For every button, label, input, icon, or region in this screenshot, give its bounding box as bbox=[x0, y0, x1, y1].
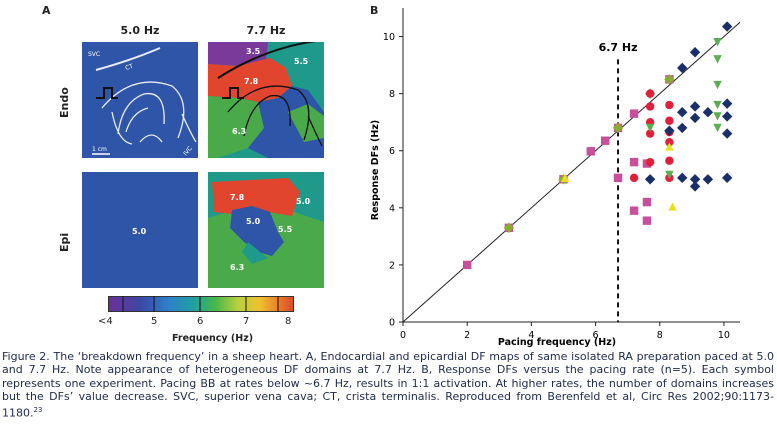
scatter-chart: 0 2 4 6 8 10 0 2 4 6 8 10 Pacing frequency (Hz) Res… bbox=[370, 8, 741, 348]
experiment-5-point bbox=[721, 172, 733, 184]
endo77-label-3: 7.8 bbox=[244, 77, 259, 86]
epi77-label-2: 5.0 bbox=[296, 197, 311, 206]
experiment-4-point bbox=[665, 170, 674, 180]
experiment-1-point bbox=[613, 173, 623, 183]
experiment-1-point bbox=[629, 206, 639, 215]
experiment-3-point bbox=[665, 116, 674, 125]
experiment-3-point bbox=[645, 102, 655, 111]
endo77-label-4: 6.3 bbox=[232, 127, 246, 136]
endo5-label-ivc: IVC bbox=[182, 145, 194, 157]
figure-caption: Figure 2. The ‘breakdown frequency’ in a… bbox=[2, 350, 774, 420]
x-tick-label: 8 bbox=[657, 330, 663, 341]
experiment-6-point bbox=[668, 202, 677, 211]
experiment-2-point bbox=[664, 74, 675, 85]
experiment-3-point bbox=[645, 89, 655, 98]
endo5-label-scale: 1 cm bbox=[92, 146, 107, 153]
experiment-5-point bbox=[677, 172, 688, 184]
experiment-1-point bbox=[586, 147, 595, 156]
experiment-5-point bbox=[644, 174, 656, 185]
epi77-label-1: 7.8 bbox=[230, 193, 245, 202]
experiment-2-point bbox=[612, 122, 624, 134]
experiment-5-point bbox=[702, 106, 714, 118]
experiment-4-point bbox=[713, 123, 722, 133]
experiment-3-point bbox=[665, 100, 674, 110]
map-endo-77hz: 3.5 5.5 7.8 6.3 bbox=[208, 42, 324, 158]
panel-b-letter: B bbox=[370, 4, 379, 17]
endo5-label-svc: SVC bbox=[88, 51, 100, 58]
caption-text: Figure 2. The ‘breakdown frequency’ in a… bbox=[2, 350, 774, 420]
endo77-label-2: 5.5 bbox=[294, 57, 309, 66]
x-tick-label: 6 bbox=[593, 330, 599, 341]
x-tick-label: 10 bbox=[718, 330, 730, 341]
experiment-3-point bbox=[665, 137, 674, 147]
experiment-3-point bbox=[665, 156, 674, 165]
colorbar-tick-5: 8 bbox=[285, 316, 292, 327]
map-epi-5hz: 5.0 bbox=[82, 172, 198, 288]
experiment-6-point bbox=[560, 173, 570, 183]
col-title-77hz: 7.7 Hz bbox=[246, 24, 286, 37]
chart-y-label: Response DFs (Hz) bbox=[370, 120, 381, 220]
experiment-1-point bbox=[629, 157, 639, 167]
panel-a-letter: A bbox=[42, 4, 51, 17]
experiment-1-point bbox=[601, 136, 610, 145]
experiment-5-point bbox=[664, 125, 675, 136]
row-label-endo: Endo bbox=[58, 87, 71, 118]
chart-annotation: 6.7 Hz bbox=[599, 41, 638, 54]
epi5-label-1: 5.0 bbox=[132, 227, 147, 236]
experiment-5-point bbox=[721, 128, 733, 139]
colorbar-tick-1: <4 bbox=[98, 316, 113, 327]
experiment-5-point bbox=[689, 101, 701, 112]
endo5-label-ct: CT bbox=[124, 63, 134, 72]
experiment-5-point bbox=[689, 112, 701, 124]
experiment-5-point bbox=[689, 174, 701, 185]
row-label-epi: Epi bbox=[58, 232, 71, 252]
experiment-5-point bbox=[721, 98, 733, 109]
colorbar-ticks bbox=[122, 296, 279, 312]
y-tick-label: 10 bbox=[383, 32, 395, 43]
experiment-4-point bbox=[713, 80, 722, 90]
col-title-5hz: 5.0 Hz bbox=[120, 24, 160, 37]
experiment-6-point bbox=[665, 142, 674, 151]
experiment-1-point bbox=[462, 260, 472, 270]
experiment-5-point bbox=[677, 62, 688, 74]
y-tick-label: 6 bbox=[389, 146, 395, 157]
x-tick-label: 0 bbox=[400, 330, 406, 341]
experiment-4-point bbox=[645, 123, 655, 133]
x-tick-label: 2 bbox=[464, 330, 470, 341]
experiment-3-point bbox=[629, 173, 639, 183]
y-tick-label: 0 bbox=[389, 318, 395, 329]
colorbar-tick-2: 5 bbox=[151, 316, 158, 327]
experiment-5-point bbox=[721, 111, 733, 122]
experiment-5-point bbox=[677, 122, 688, 134]
y-tick-label: 2 bbox=[389, 260, 395, 271]
experiment-5-point bbox=[677, 106, 688, 118]
experiment-4-point bbox=[713, 55, 722, 64]
chart-x-label: Pacing frequency (Hz) bbox=[498, 337, 616, 348]
experiment-5-point bbox=[689, 47, 701, 58]
experiment-4-point bbox=[713, 100, 722, 110]
x-tick-label: 4 bbox=[528, 330, 534, 341]
experiment-1-point bbox=[642, 216, 652, 225]
experiment-5-point bbox=[702, 174, 714, 185]
experiment-1-point bbox=[629, 109, 639, 118]
colorbar-tick-4: 7 bbox=[243, 316, 250, 327]
epi77-label-3: 5.0 bbox=[246, 217, 261, 226]
experiment-3-point bbox=[645, 129, 655, 138]
experiment-4-point bbox=[713, 112, 722, 121]
experiment-1-point bbox=[642, 197, 652, 207]
y-tick-label: 8 bbox=[389, 89, 395, 100]
caption-ref: 23 bbox=[33, 405, 43, 414]
colorbar-tick-3: 6 bbox=[197, 316, 204, 327]
experiment-5-point bbox=[689, 181, 701, 192]
y-tick-label: 4 bbox=[389, 203, 395, 214]
experiment-4-point bbox=[713, 38, 722, 47]
experiment-3-point bbox=[645, 157, 655, 167]
colorbar-label: Frequency (Hz) bbox=[172, 333, 254, 344]
map-endo-5hz: SVC CT 1 cm IVC bbox=[82, 42, 198, 158]
endo77-label-1: 3.5 bbox=[246, 47, 261, 56]
epi77-label-4: 5.5 bbox=[278, 225, 293, 234]
identity-line bbox=[402, 21, 741, 323]
epi77-label-5: 6.3 bbox=[230, 263, 244, 272]
map-epi-77hz: 7.8 5.0 5.0 5.5 6.3 bbox=[208, 172, 324, 288]
